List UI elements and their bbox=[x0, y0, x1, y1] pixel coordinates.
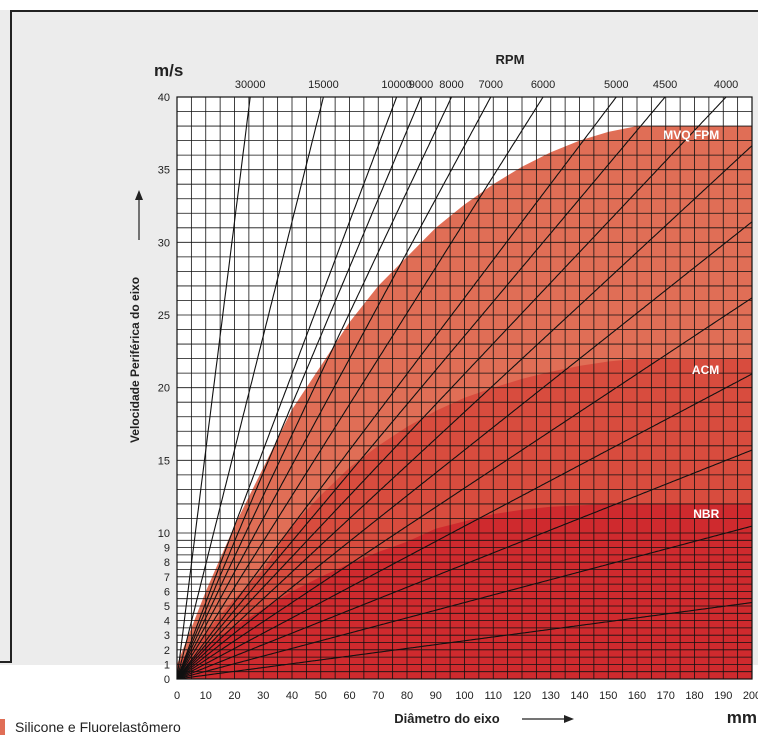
rpm-tick-label: 6000 bbox=[531, 79, 555, 91]
legend-swatch bbox=[0, 719, 5, 735]
y-tick-label: 6 bbox=[164, 586, 170, 598]
rpm-line-8000 bbox=[176, 96, 452, 680]
rpm-tick-label: 10000 bbox=[381, 79, 412, 91]
area-label: ACM bbox=[692, 363, 719, 377]
y-tick-label: 35 bbox=[158, 165, 170, 177]
y-tick-label: 40 bbox=[158, 92, 170, 104]
rpm-line-7000 bbox=[176, 96, 492, 680]
rpm-tick-label: 7000 bbox=[479, 79, 503, 91]
x-tick-label: 80 bbox=[401, 690, 413, 702]
rpm-tick-label: 30000 bbox=[235, 79, 266, 91]
x-tick-labels: 0 10 20 30 40 50 60 70 80 90 100 110 120 130 140 150 160… bbox=[174, 690, 758, 702]
x-tick-label: 90 bbox=[430, 690, 442, 702]
x-tick-label: 100 bbox=[455, 690, 473, 702]
rpm-line-15000 bbox=[176, 96, 324, 680]
y-tick-label: 25 bbox=[158, 310, 170, 322]
y-tick-label: 9 bbox=[164, 543, 170, 555]
rpm-line-2000 bbox=[176, 373, 753, 680]
rpm-line-4500 bbox=[176, 96, 666, 680]
rpm-tick-label: 9000 bbox=[409, 79, 433, 91]
y-tick-label: 10 bbox=[158, 528, 170, 540]
area-label: NBR bbox=[693, 507, 719, 521]
x-tick-label: 30 bbox=[257, 690, 269, 702]
x-tick-label: 170 bbox=[657, 690, 675, 702]
y-tick-label: 5 bbox=[164, 601, 170, 613]
x-tick-label: 200 bbox=[743, 690, 758, 702]
x-tick-label: 160 bbox=[628, 690, 646, 702]
top-axis-label: RPM bbox=[496, 52, 525, 67]
grid-lines bbox=[176, 96, 753, 680]
rpm-line-3000 bbox=[176, 221, 753, 680]
panel-border-bottom bbox=[0, 661, 12, 663]
rpm-tick-label: 4500 bbox=[653, 79, 677, 91]
y-tick-label: 3 bbox=[164, 630, 170, 642]
area-label: MVQ FPM bbox=[663, 128, 719, 142]
x-tick-label: 150 bbox=[599, 690, 617, 702]
x-tick-label: 60 bbox=[343, 690, 355, 702]
x-tick-label: 10 bbox=[200, 690, 212, 702]
y-tick-label: 20 bbox=[158, 383, 170, 395]
x-tick-label: 130 bbox=[542, 690, 560, 702]
rpm-lines bbox=[176, 96, 753, 680]
plot-frame bbox=[176, 96, 753, 680]
y-tick-label: 8 bbox=[164, 557, 170, 569]
y-tick-label: 4 bbox=[164, 616, 170, 628]
rpm-line-10000 bbox=[176, 96, 398, 680]
x-axis-arrow bbox=[522, 715, 574, 723]
rpm-line-1500 bbox=[176, 449, 753, 680]
panel-border bbox=[10, 10, 758, 662]
legend: Silicone e Fluorelastômero bbox=[0, 718, 181, 736]
x-tick-label: 40 bbox=[286, 690, 298, 702]
x-tick-label: 70 bbox=[372, 690, 384, 702]
rpm-line-3500 bbox=[176, 145, 753, 680]
area-labels: MVQ FPM ACM NBR bbox=[663, 128, 719, 521]
y-axis-arrow bbox=[135, 190, 143, 240]
x-unit-label: mm bbox=[727, 708, 757, 727]
rpm-line-5000 bbox=[176, 96, 617, 680]
y-tick-label: 2 bbox=[164, 645, 170, 657]
rpm-tick-label: 5000 bbox=[604, 79, 628, 91]
rpm-line-1000 bbox=[176, 525, 753, 680]
legend-label: Silicone e Fluorelastômero bbox=[15, 719, 181, 735]
plot-frame-rect bbox=[176, 96, 753, 680]
y-tick-label: 15 bbox=[158, 455, 170, 467]
x-tick-label: 20 bbox=[228, 690, 240, 702]
x-tick-label: 110 bbox=[484, 690, 502, 702]
x-tick-label: 120 bbox=[513, 690, 531, 702]
rpm-line-500 bbox=[176, 602, 753, 680]
x-axis-label: Diâmetro do eixo bbox=[394, 711, 500, 726]
y-tick-label: 7 bbox=[164, 572, 170, 584]
y-tick-label: 0 bbox=[164, 674, 170, 686]
x-tick-label: 190 bbox=[714, 690, 732, 702]
rpm-line-2500 bbox=[176, 297, 753, 680]
x-tick-label: 0 bbox=[174, 690, 180, 702]
y-unit-label: m/s bbox=[154, 61, 183, 80]
rpm-line-6000 bbox=[176, 96, 544, 680]
rpm-line-30000 bbox=[176, 96, 251, 680]
x-tick-label: 180 bbox=[685, 690, 703, 702]
x-tick-label: 140 bbox=[570, 690, 588, 702]
y-tick-labels: 0 1 2 3 4 5 6 7 8 9 10 15 20 25 30 35 40 bbox=[158, 92, 170, 686]
rpm-tick-label: 8000 bbox=[439, 79, 463, 91]
rpm-tick-label: 4000 bbox=[714, 79, 738, 91]
rpm-line-9000 bbox=[176, 96, 422, 680]
y-tick-label: 30 bbox=[158, 237, 170, 249]
x-tick-label: 50 bbox=[315, 690, 327, 702]
rpm-line-4000 bbox=[176, 96, 727, 680]
y-tick-label: 1 bbox=[164, 659, 170, 671]
y-axis-label: Velocidade Periférica do eixo bbox=[128, 277, 142, 443]
rpm-tick-label: 15000 bbox=[308, 79, 339, 91]
